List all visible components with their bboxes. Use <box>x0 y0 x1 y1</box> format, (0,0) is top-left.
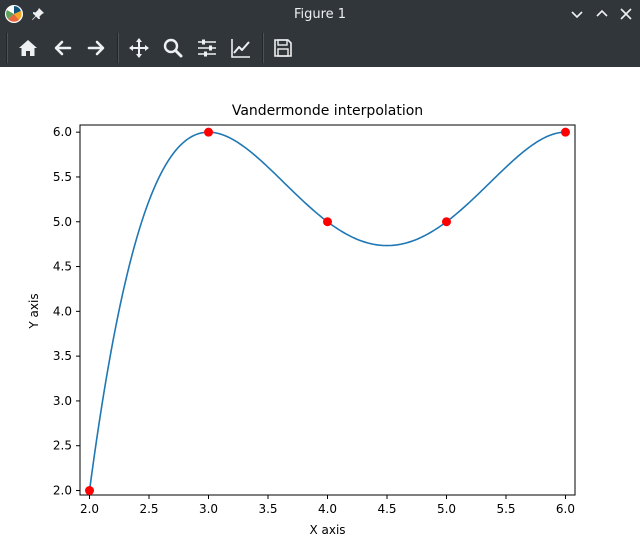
chevron-up-icon[interactable] <box>594 6 610 22</box>
edit-axis-button[interactable] <box>227 34 255 62</box>
figure-canvas[interactable]: Vandermonde interpolation 2.0 2.5 3.0 3.5 4.… <box>0 67 640 547</box>
move-icon <box>129 38 149 58</box>
toolbar-separator <box>262 33 264 63</box>
home-button[interactable] <box>14 34 42 62</box>
close-icon[interactable] <box>618 6 634 22</box>
arrow-left-icon <box>54 40 72 56</box>
forward-button[interactable] <box>82 34 110 62</box>
save-icon <box>274 39 292 57</box>
axes-frame <box>79 124 576 496</box>
chart-title: Vandermonde interpolation <box>232 103 423 119</box>
x-tick-label: 4.5 <box>377 502 396 516</box>
data-point <box>323 217 332 227</box>
configure-subplots-button[interactable] <box>193 34 221 62</box>
window-title: Figure 1 <box>293 7 347 22</box>
data-point <box>85 486 95 496</box>
x-tick-label: 3.5 <box>258 502 277 516</box>
save-button[interactable] <box>269 34 297 62</box>
x-tick-label: 5.5 <box>496 502 515 516</box>
data-point <box>441 217 451 227</box>
toolbar-separator <box>117 33 119 63</box>
x-tick-label: 5.0 <box>437 502 456 516</box>
data-point <box>560 127 570 137</box>
line-chart-icon <box>231 39 250 58</box>
y-tick-label: 5.5 <box>53 170 72 184</box>
arrow-right-icon <box>87 40 105 56</box>
back-button[interactable] <box>49 34 77 62</box>
pan-button[interactable] <box>125 34 153 62</box>
y-tick-label: 2.5 <box>53 439 72 453</box>
x-tick-label: 6.0 <box>556 502 575 516</box>
chart: Vandermonde interpolation 2.0 2.5 3.0 3.5 4.… <box>27 103 576 537</box>
matplotlib-logo-icon <box>5 5 23 23</box>
pin-icon[interactable] <box>30 6 46 22</box>
sliders-icon <box>198 39 216 57</box>
x-tick-label: 2.5 <box>139 502 158 516</box>
chevron-down-icon[interactable] <box>569 6 585 22</box>
navigation-toolbar <box>0 29 640 67</box>
zoom-icon <box>163 38 183 58</box>
interpolation-curve <box>88 131 566 491</box>
zoom-button[interactable] <box>159 34 187 62</box>
y-tick-label: 2.0 <box>53 484 72 498</box>
y-tick-label: 3.0 <box>53 394 72 408</box>
y-axis-label: Y axis <box>27 293 41 329</box>
y-tick-label: 5.0 <box>53 215 72 229</box>
data-point <box>204 127 214 137</box>
plot-area: 2.0 2.5 3.0 3.5 4.0 4.5 5.0 5.5 6.0 2.0 2.5 3.0 3.5 4… <box>53 124 576 516</box>
y-tick-label: 4.0 <box>53 304 72 318</box>
x-tick-label: 4.0 <box>318 502 337 516</box>
x-tick-label: 2.0 <box>80 502 99 516</box>
x-tick-label: 3.0 <box>199 502 218 516</box>
y-tick-label: 4.5 <box>53 260 72 274</box>
title-bar: Figure 1 <box>0 0 640 29</box>
toolbar-separator <box>6 33 8 63</box>
home-icon <box>19 40 37 56</box>
x-axis-label: X axis <box>309 523 345 537</box>
y-tick-label: 3.5 <box>53 349 72 363</box>
y-tick-label: 6.0 <box>53 125 72 139</box>
